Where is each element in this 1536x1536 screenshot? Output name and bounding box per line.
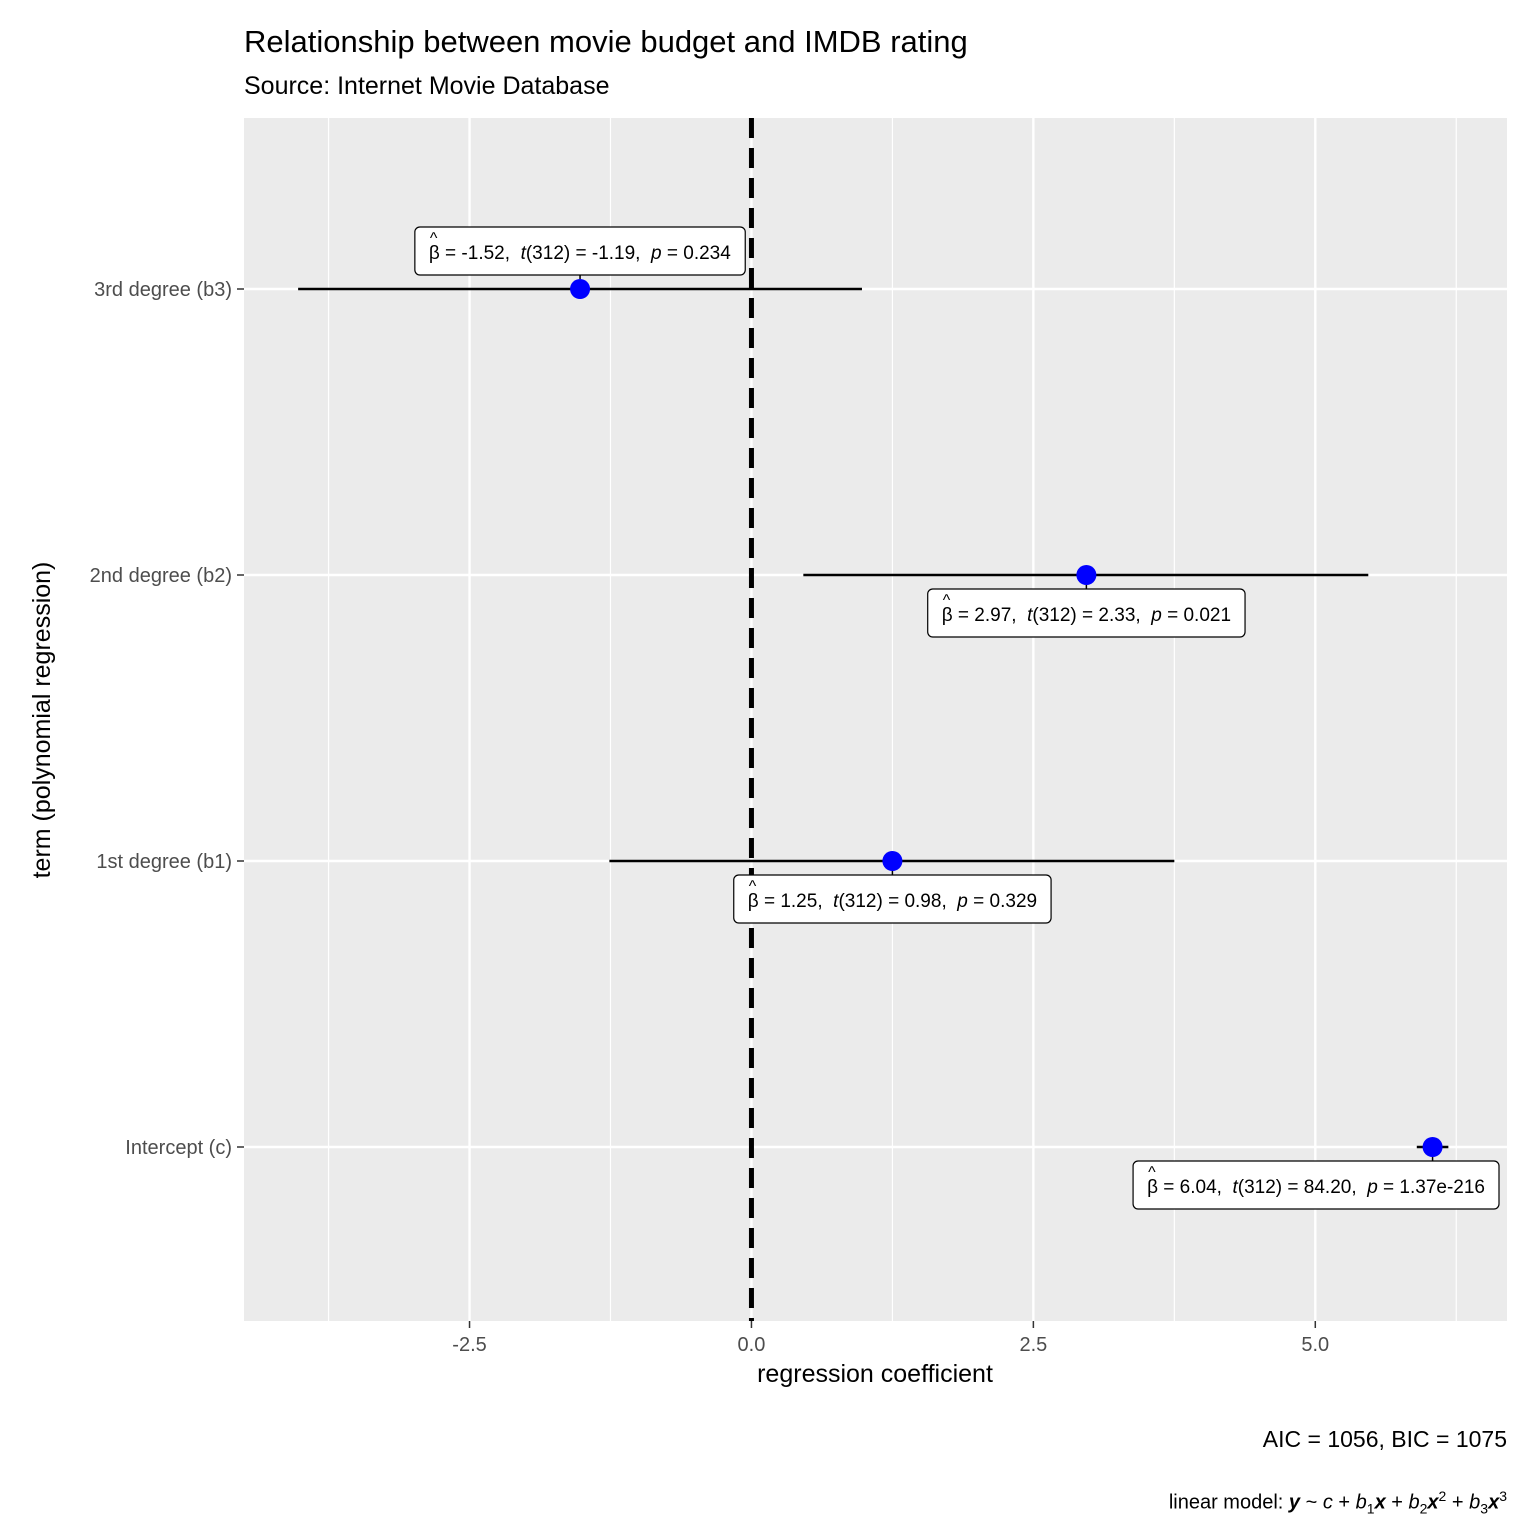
- t-df-1: (312): [1032, 605, 1076, 626]
- y-tick-label-3: Intercept (c): [125, 1137, 232, 1159]
- coef-label-text-1: β = 2.97, t(312) = 2.33, p = 0.021: [942, 605, 1231, 626]
- t-df-3: (312): [1238, 1177, 1282, 1198]
- estimate-point-0: [570, 279, 591, 299]
- coef-label-1: β = 2.97, t(312) = 2.33, p = 0.021^: [927, 585, 1246, 638]
- formula-x3-exp: 3: [1499, 1488, 1507, 1504]
- y-tick-label-2: 1st degree (b1): [96, 851, 232, 873]
- coef-label-box-3: [1132, 1160, 1500, 1210]
- chart-title: Relationship between movie budget and IM…: [244, 24, 968, 59]
- t-value-0: = -1.19,: [570, 243, 651, 264]
- p-value-1: = 0.021: [1162, 605, 1231, 626]
- formula-b1-sub: 1: [1366, 1500, 1375, 1517]
- beta-value-2: = 1.25,: [759, 891, 833, 912]
- coef-label-2: β = 1.25, t(312) = 0.98, p = 0.329^: [733, 871, 1052, 924]
- formula-tilde: ~: [1305, 1491, 1318, 1514]
- coef-label-0: β = -1.52, t(312) = -1.19, p = 0.234^: [414, 226, 746, 279]
- beta-symbol-2: β: [748, 891, 759, 912]
- formula-plus-3: +: [1451, 1491, 1464, 1514]
- coefficient-labels: β = -1.52, t(312) = -1.19, p = 0.234^β =…: [414, 226, 1500, 1210]
- t-value-1: = 2.33,: [1077, 605, 1151, 626]
- formula-x1: x: [1374, 1491, 1386, 1514]
- beta-symbol-0: β: [429, 243, 440, 264]
- beta-value-0: = -1.52,: [440, 243, 521, 264]
- y-tick-label-0: 3rd degree (b3): [94, 279, 232, 301]
- formula-plus-1: +: [1338, 1491, 1351, 1514]
- x-axis: -2.5 0.0 2.5 5.0: [452, 1321, 1329, 1356]
- model-stats-caption: AIC = 1056, BIC = 1075: [1262, 1426, 1507, 1452]
- t-value-2: = 0.98,: [883, 891, 957, 912]
- formula-x3: x: [1488, 1491, 1500, 1514]
- p-symbol-3: p: [1366, 1177, 1378, 1198]
- t-df-2: (312): [838, 891, 882, 912]
- p-value-3: = 1.37e-216: [1378, 1177, 1485, 1198]
- y-axis: 3rd degree (b3) 2nd degree (b2) 1st degree…: [90, 279, 244, 1159]
- p-value-0: = 0.234: [662, 243, 732, 264]
- formula-x2-exp: 2: [1438, 1488, 1447, 1504]
- formula-plus-2: +: [1391, 1491, 1403, 1514]
- formula-c: c: [1322, 1491, 1333, 1514]
- y-tick-label-1: 2nd degree (b2): [90, 565, 232, 587]
- beta-value-3: = 6.04,: [1158, 1177, 1232, 1198]
- x-tick-label-2: 2.5: [1019, 1334, 1047, 1356]
- chart-subtitle: Source: Internet Movie Database: [244, 72, 610, 100]
- formula-b2-sub: 2: [1419, 1500, 1428, 1517]
- t-symbol-2: t: [833, 891, 839, 912]
- formula-b3: b: [1469, 1491, 1481, 1514]
- estimate-point-2: [882, 851, 903, 871]
- beta-hat-1: ^: [943, 592, 951, 609]
- beta-hat-2: ^: [749, 878, 757, 895]
- coef-label-3: β = 6.04, t(312) = 84.20, p = 1.37e-216^: [1132, 1157, 1500, 1210]
- t-symbol-1: t: [1027, 605, 1033, 626]
- formula-b1: b: [1355, 1491, 1367, 1514]
- beta-hat-0: ^: [430, 230, 438, 247]
- model-prefix: linear model:: [1168, 1491, 1284, 1514]
- beta-hat-3: ^: [1148, 1164, 1156, 1181]
- t-symbol-3: t: [1233, 1177, 1239, 1198]
- x-tick-label-3: 5.0: [1301, 1334, 1329, 1356]
- formula-y: y: [1288, 1491, 1301, 1514]
- estimate-point-1: [1076, 565, 1097, 585]
- coef-label-text-3: β = 6.04, t(312) = 84.20, p = 1.37e-216: [1147, 1177, 1485, 1198]
- minor-gridlines: [327, 118, 1457, 1321]
- p-symbol-0: p: [650, 243, 662, 264]
- estimate-point-3: [1422, 1137, 1443, 1157]
- t-symbol-0: t: [521, 243, 527, 264]
- coef-label-text-2: β = 1.25, t(312) = 0.98, p = 0.329: [748, 891, 1037, 912]
- formula-b2: b: [1408, 1491, 1420, 1514]
- estimate-points: [570, 279, 1443, 1157]
- plot-panel: [244, 118, 1507, 1321]
- p-symbol-2: p: [956, 891, 968, 912]
- t-value-3: = 84.20,: [1282, 1177, 1367, 1198]
- t-df-0: (312): [526, 243, 570, 264]
- x-tick-label-1: 0.0: [738, 1334, 766, 1356]
- x-tick-label-0: -2.5: [452, 1334, 486, 1356]
- beta-symbol-3: β: [1147, 1177, 1158, 1198]
- coef-label-text-0: β = -1.52, t(312) = -1.19, p = 0.234: [429, 243, 731, 264]
- p-symbol-1: p: [1150, 605, 1162, 626]
- beta-value-1: = 2.97,: [953, 605, 1027, 626]
- model-formula-caption: linear model: y ~ c + b1x + b2x2 + b3x3: [1169, 1488, 1507, 1517]
- y-axis-title: term (polynomial regression): [28, 562, 56, 879]
- formula-x2: x: [1427, 1491, 1439, 1514]
- formula-b3-sub: 3: [1480, 1500, 1489, 1517]
- x-axis-title: regression coefficient: [757, 1360, 993, 1388]
- p-value-2: = 0.329: [968, 891, 1037, 912]
- beta-symbol-1: β: [942, 605, 953, 626]
